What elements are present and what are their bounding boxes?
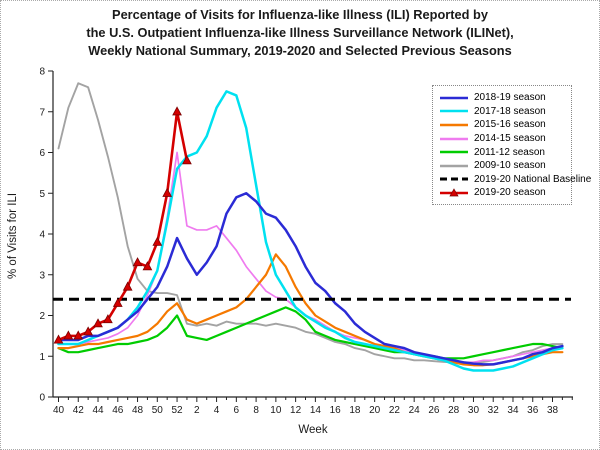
x-tick-label: 46 [112,405,124,416]
data-point-marker [172,106,182,116]
data-point-marker [83,326,94,336]
chart-title-line-2: the U.S. Outpatient Influenza-like Illne… [86,25,514,40]
x-tick-label: 6 [234,405,240,416]
x-tick-label: 24 [409,405,421,416]
y-tick-label: 7 [39,107,45,118]
y-tick-label: 2 [39,311,45,322]
data-point-marker [63,330,74,340]
x-tick-label: 20 [369,405,381,416]
y-tick-label: 8 [39,67,45,78]
x-tick-label: 34 [507,405,519,416]
legend-label: 2018-19 season [474,92,546,104]
legend-item: 2019-20 National Baseline [439,173,591,187]
legend-item: 2019-20 season [439,186,565,200]
legend-item: 2014-15 season [439,132,565,146]
legend-swatch-solid [440,96,468,99]
x-tick-label: 38 [547,405,559,416]
data-point-marker [73,330,84,340]
x-tick-label: 44 [92,405,104,416]
data-point-marker [132,257,143,267]
data-point-marker [53,334,64,344]
legend-label: 2019-20 National Baseline [474,173,592,185]
x-tick-label: 22 [389,405,401,416]
data-point-marker [182,155,192,165]
x-tick-label: 50 [152,405,164,416]
legend-swatch-solid [440,110,468,113]
legend: 2018-19 season 2017-18 season 2015-16 seas… [432,85,591,205]
series-line-2011-12-season [57,306,564,360]
series-line-2018-19-season [57,192,564,366]
data-point-marker [93,318,103,328]
x-tick-label: 32 [488,405,500,416]
x-tick-label: 16 [330,405,342,416]
data-point-marker [103,314,113,324]
data-point-marker [142,261,153,271]
x-tick-label: 30 [468,405,480,416]
y-tick-label: 5 [39,189,45,200]
legend-item: 2009-10 season [439,159,565,173]
legend-item: 2011-12 season [439,145,565,159]
legend-item: 2018-19 season [439,91,565,105]
x-tick-label: 52 [171,405,183,416]
legend-label: 2011-12 season [474,146,545,158]
legend-item: 2015-16 season [439,118,565,132]
chart-title-line-3: Weekly National Summary, 2019-2020 and S… [88,43,512,58]
legend-label: 2017-18 season [474,105,546,117]
legend-label: 2009-10 season [474,160,546,172]
y-tick-label: 6 [39,148,45,159]
legend-swatch-triangle [440,188,468,197]
x-tick-label: 18 [349,405,361,416]
x-tick-label: 14 [310,405,322,416]
data-point-marker [162,187,173,197]
y-tick-label: 0 [39,393,45,404]
legend-label: 2019-20 season [474,187,546,199]
x-tick-label: 26 [428,405,440,416]
x-tick-label: 28 [448,405,460,416]
x-tick-label: 10 [270,405,282,416]
legend-label: 2015-16 season [474,119,546,131]
data-point-marker [112,297,123,307]
legend-swatch-dashed [440,177,468,181]
data-point-marker [122,281,133,291]
legend-swatch-solid [440,123,468,127]
data-point-marker [152,236,163,246]
legend-swatch-solid [440,150,468,154]
x-tick-label: 4 [214,405,220,416]
x-tick-label: 12 [290,405,302,416]
y-tick-label: 3 [39,270,45,281]
y-tick-label: 4 [39,230,45,241]
legend-label: 2014-15 season [474,133,546,145]
x-tick-label: 42 [73,405,85,416]
x-tick-label: 8 [253,405,259,416]
x-tick-label: 40 [53,405,65,416]
x-tick-label: 48 [132,405,144,416]
legend-swatch-solid [440,137,468,140]
x-axis-title: Week [298,424,328,436]
x-tick-label: 2 [194,405,200,416]
x-tick-label: 36 [527,405,539,416]
chart-title-line-1: Percentage of Visits for Influenza-like … [112,7,488,22]
legend-item: 2017-18 season [439,105,565,119]
chart-title: Percentage of Visits for Influenza-like … [1,6,599,60]
legend-swatch-solid [440,164,468,167]
y-tick-label: 1 [39,352,45,363]
